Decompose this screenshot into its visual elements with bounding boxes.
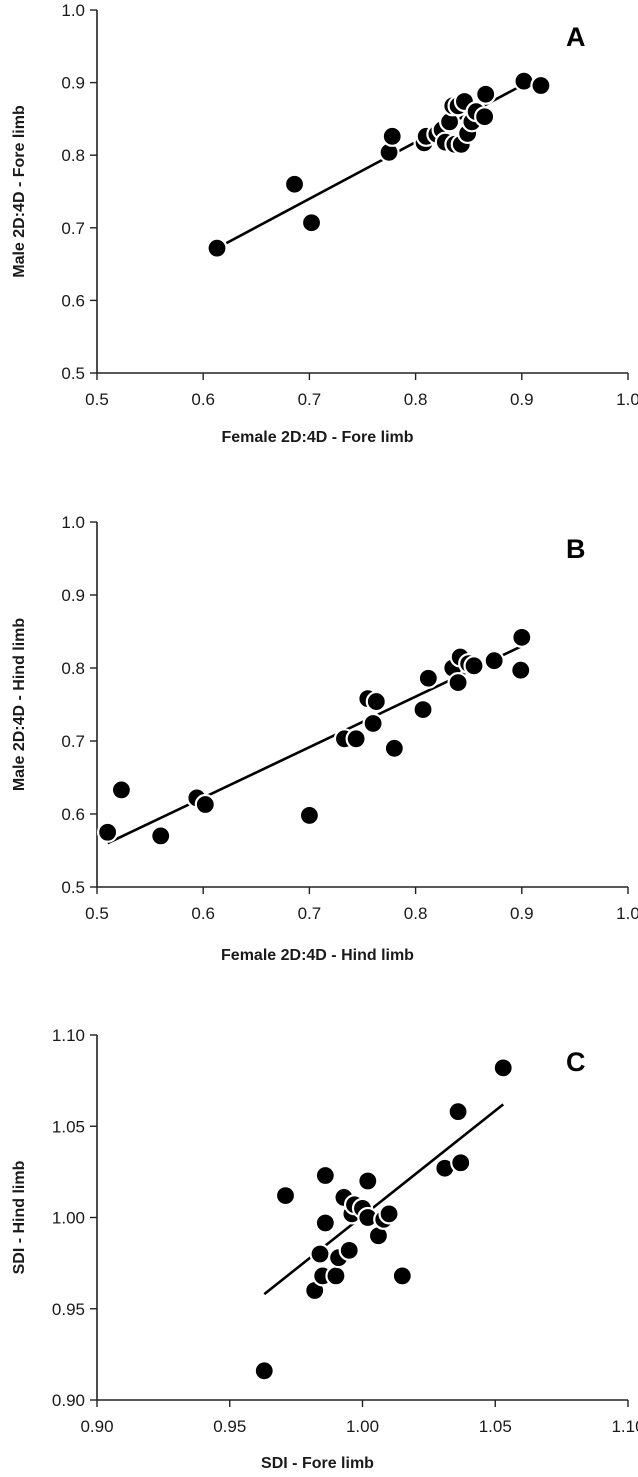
x-tick-label: 0.6 [191,390,215,409]
y-tick-label: 1.00 [52,1209,85,1228]
y-tick-label: 0.5 [61,364,85,383]
x-tick-label: 0.95 [213,1417,246,1436]
data-point [97,821,119,843]
data-point [381,125,403,147]
data-point [206,237,228,259]
x-tick-label: 1.00 [346,1417,379,1436]
x-tick-label: 1.0 [616,390,638,409]
data-point [511,626,533,648]
y-axis-title: Male 2D:4D - Hind limb [11,618,28,792]
data-point [298,804,320,827]
data-point [483,650,505,672]
data-point [314,1164,336,1187]
data-point [300,212,323,234]
data-point [253,1360,275,1382]
data-point [492,1057,514,1079]
data-point [283,173,306,195]
panel-label: A [566,22,586,52]
y-tick-label: 0.8 [61,659,85,678]
data-point [274,1184,297,1207]
data-point [463,655,485,677]
x-tick-label: 0.7 [298,904,322,923]
data-point [450,1152,472,1174]
data-point [412,699,434,721]
data-point [150,825,172,847]
data-point [510,659,532,681]
panel-label: B [566,534,586,564]
data-point [345,728,367,750]
x-tick-label: 0.9 [510,904,534,923]
data-point [365,690,387,713]
data-point [474,106,496,128]
x-tick-label: 0.8 [404,904,428,923]
y-axis-title: Male 2D:4D - Fore limb [11,105,28,278]
y-tick-label: 0.9 [61,74,85,93]
data-point [362,712,384,735]
data-point [357,1170,379,1192]
y-tick-label: 0.9 [61,586,85,605]
x-axis-title: Female 2D:4D - Fore limb [221,429,413,446]
data-point [530,74,552,97]
data-point [378,1203,400,1225]
data-point [383,737,405,759]
y-tick-label: 0.6 [61,805,85,824]
x-tick-label: 0.5 [85,390,109,409]
y-tick-label: 1.10 [52,1026,85,1045]
data-point [475,83,497,105]
data-point [447,1101,469,1123]
trend-line [263,1103,505,1296]
data-point [194,793,216,816]
panel-label: C [566,1047,586,1077]
data-point [391,1265,413,1287]
y-tick-label: 0.8 [61,146,85,165]
x-tick-label: 0.5 [85,904,109,923]
x-tick-label: 0.9 [510,390,534,409]
panel-b: 0.5 0.6 0.7 0.8 0.9 1.0 0.5 0.6 0.7 0.8 0.9 1.0 Fema… [11,513,638,964]
data-point [314,1212,336,1234]
x-axis-title: SDI - Fore limb [261,1455,374,1472]
data-point [447,671,469,694]
data-point [325,1265,347,1287]
y-tick-label: 0.90 [52,1391,85,1410]
data-point [417,667,439,689]
y-tick-label: 1.0 [61,513,85,532]
y-tick-label: 1.0 [61,1,85,20]
x-tick-label: 1.0 [616,904,638,923]
x-axis-title: Female 2D:4D - Hind limb [221,947,414,964]
y-tick-label: 0.7 [61,732,85,751]
panel-c: 0.90 0.95 1.00 1.05 1.10 0.90 0.95 1.00 1.05 1.10… [11,1026,638,1472]
panel-a: 0.5 0.6 0.7 0.8 0.9 1.0 0.5 0.6 0.7 0.8 0.9 1.0 Fema… [11,1,638,446]
x-tick-label: 0.6 [191,904,215,923]
y-tick-label: 0.5 [61,878,85,897]
data-point [338,1239,360,1261]
y-tick-label: 1.05 [52,1117,85,1136]
x-tick-label: 1.05 [479,1417,512,1436]
y-tick-label: 0.7 [61,219,85,238]
data-point [110,779,133,801]
y-tick-label: 0.95 [52,1300,85,1319]
data-point [309,1243,331,1265]
y-axis-title: SDI - Hind limb [11,1160,28,1274]
x-tick-label: 1.10 [611,1417,638,1436]
x-tick-label: 0.8 [404,390,428,409]
y-tick-label: 0.6 [61,291,85,310]
x-tick-label: 0.90 [80,1417,113,1436]
x-tick-label: 0.7 [298,390,322,409]
